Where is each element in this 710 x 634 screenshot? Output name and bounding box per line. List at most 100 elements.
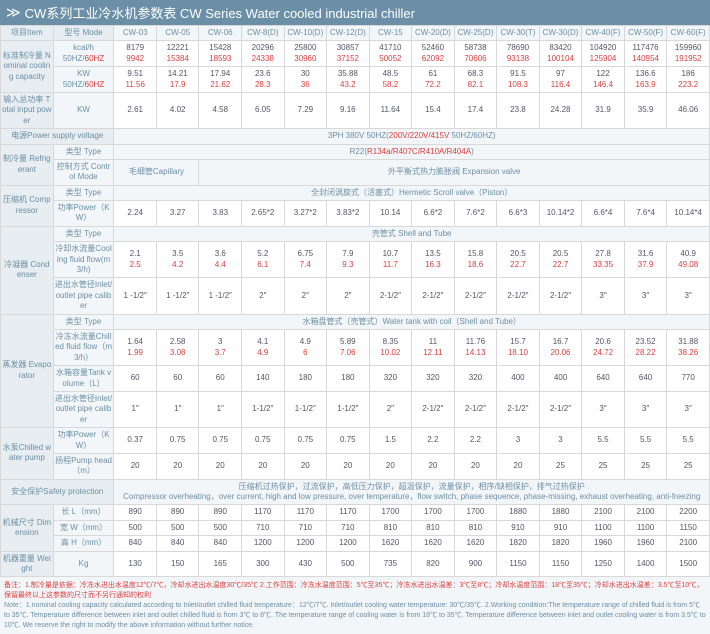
cell: 7.99.3: [327, 242, 370, 278]
cell: 2200: [667, 505, 710, 520]
cell: 910: [539, 520, 582, 535]
cell: 25: [539, 453, 582, 479]
cell: 104920125904: [582, 41, 625, 67]
cell: 20.624.72: [582, 329, 625, 365]
cell: 6.757.4: [284, 242, 327, 278]
cell: 2.583.08: [156, 329, 199, 365]
cell: 1150: [667, 520, 710, 535]
cell: 电源Power supply voltage: [1, 129, 114, 144]
cell: 2100: [624, 505, 667, 520]
cell: 15.718.10: [497, 329, 540, 365]
cell: 7.6*2: [454, 201, 497, 227]
cell: 840: [199, 536, 242, 551]
cell: 9.5111.56: [114, 67, 157, 93]
cell: 扬程Pump head（m）: [53, 453, 114, 479]
cell: 1100: [582, 520, 625, 535]
cell: 1.5: [369, 428, 412, 454]
cell: 3036: [284, 67, 327, 93]
cell: 400: [539, 366, 582, 392]
cell: 壳管式 Shell and Tube: [114, 226, 710, 241]
cell: 3.54.2: [156, 242, 199, 278]
cell: 2″: [369, 391, 412, 427]
cell: 型号 Mode: [53, 26, 114, 41]
cell: 1 -1/2″: [114, 278, 157, 314]
cell: 3″: [582, 278, 625, 314]
cell: 500: [156, 520, 199, 535]
cell: 23.5228.22: [624, 329, 667, 365]
cell: 机器重量 Weight: [1, 551, 54, 577]
cell: 0.75: [284, 428, 327, 454]
cell: 23.8: [497, 92, 540, 128]
cell: 150: [156, 551, 199, 577]
cell: 0.75: [199, 428, 242, 454]
cell: kcal/h50HZ/60HZ: [53, 41, 114, 67]
cell: 6172.2: [412, 67, 455, 93]
cell: 类型 Type: [53, 314, 114, 329]
cell: 20: [497, 453, 540, 479]
cell: 15.4: [412, 92, 455, 128]
cell: 186223.2: [667, 67, 710, 93]
cell: 5873870606: [454, 41, 497, 67]
cell: 7.29: [284, 92, 327, 128]
cell: 2-1/2″: [412, 391, 455, 427]
cell: KW: [53, 92, 114, 128]
cell: 3.83*2: [327, 201, 370, 227]
cell: 24.28: [539, 92, 582, 128]
cell: 5246062092: [412, 41, 455, 67]
cell: 1620: [369, 536, 412, 551]
cell: 2100: [667, 536, 710, 551]
model-header: CW-40(F): [582, 26, 625, 41]
cell: 1170: [242, 505, 285, 520]
cell: 140: [242, 366, 285, 392]
cell: 710: [284, 520, 327, 535]
cell: 水箱容量Tank volume（L）: [53, 366, 114, 392]
model-header: CW-25(D): [454, 26, 497, 41]
cell: 6.05: [242, 92, 285, 128]
cell: 2-1/2″: [539, 278, 582, 314]
cell: 46.06: [667, 92, 710, 128]
model-header: CW-50(F): [624, 26, 667, 41]
cell: 4.58: [199, 92, 242, 128]
cell: 890: [156, 505, 199, 520]
model-header: CW-15: [369, 26, 412, 41]
cell: 3: [539, 428, 582, 454]
cell: 8.3510.02: [369, 329, 412, 365]
cell: 97116.4: [539, 67, 582, 93]
model-header: CW-20(D): [412, 26, 455, 41]
cell: 17.4: [454, 92, 497, 128]
cell: 13.516.3: [412, 242, 455, 278]
chiller-spec-table: ≫CW系列工业冷水机参数表 CW Series Water cooled ind…: [0, 0, 710, 634]
cell: 输入总功率 Total input power: [1, 92, 54, 128]
cell: 3″: [624, 278, 667, 314]
cell: 35.8843.2: [327, 67, 370, 93]
cell: 1 -1/2″: [156, 278, 199, 314]
cell: 宽 W（mm）: [53, 520, 114, 535]
cell: 500: [327, 551, 370, 577]
cell: 水箱盘管式（壳管式）Water tank with coil（Shell and…: [114, 314, 710, 329]
cell: 安全保护Safety protection: [1, 479, 114, 505]
cell: 2″: [242, 278, 285, 314]
cell: 17.9421.62: [199, 67, 242, 93]
cell: 1542818593: [199, 41, 242, 67]
model-header: CW-05: [156, 26, 199, 41]
cell: 1700: [369, 505, 412, 520]
model-header: CW-30(T): [497, 26, 540, 41]
cell: 117476140954: [624, 41, 667, 67]
cell: 40.949.08: [667, 242, 710, 278]
cell: 710: [242, 520, 285, 535]
cell: 进出水管径Inlet/outlet pipe caliber: [53, 391, 114, 427]
cell: 冷却水流量Cooling fluid flow(m3/h): [53, 242, 114, 278]
cell: KW50HZ/60HZ: [53, 67, 114, 93]
cell: 81799942: [114, 41, 157, 67]
cell: 1880: [539, 505, 582, 520]
cell: 冷冻水流量Chilled fluid flow（m3/h）: [53, 329, 114, 365]
cell: 890: [199, 505, 242, 520]
cell: 640: [624, 366, 667, 392]
cell: 122146.4: [582, 67, 625, 93]
cell: 2.2: [412, 428, 455, 454]
cell: 1″: [156, 391, 199, 427]
cell: 320: [454, 366, 497, 392]
cell: 2-1/2″: [412, 278, 455, 314]
cell: 1-1/2″: [327, 391, 370, 427]
cell: 1200: [284, 536, 327, 551]
